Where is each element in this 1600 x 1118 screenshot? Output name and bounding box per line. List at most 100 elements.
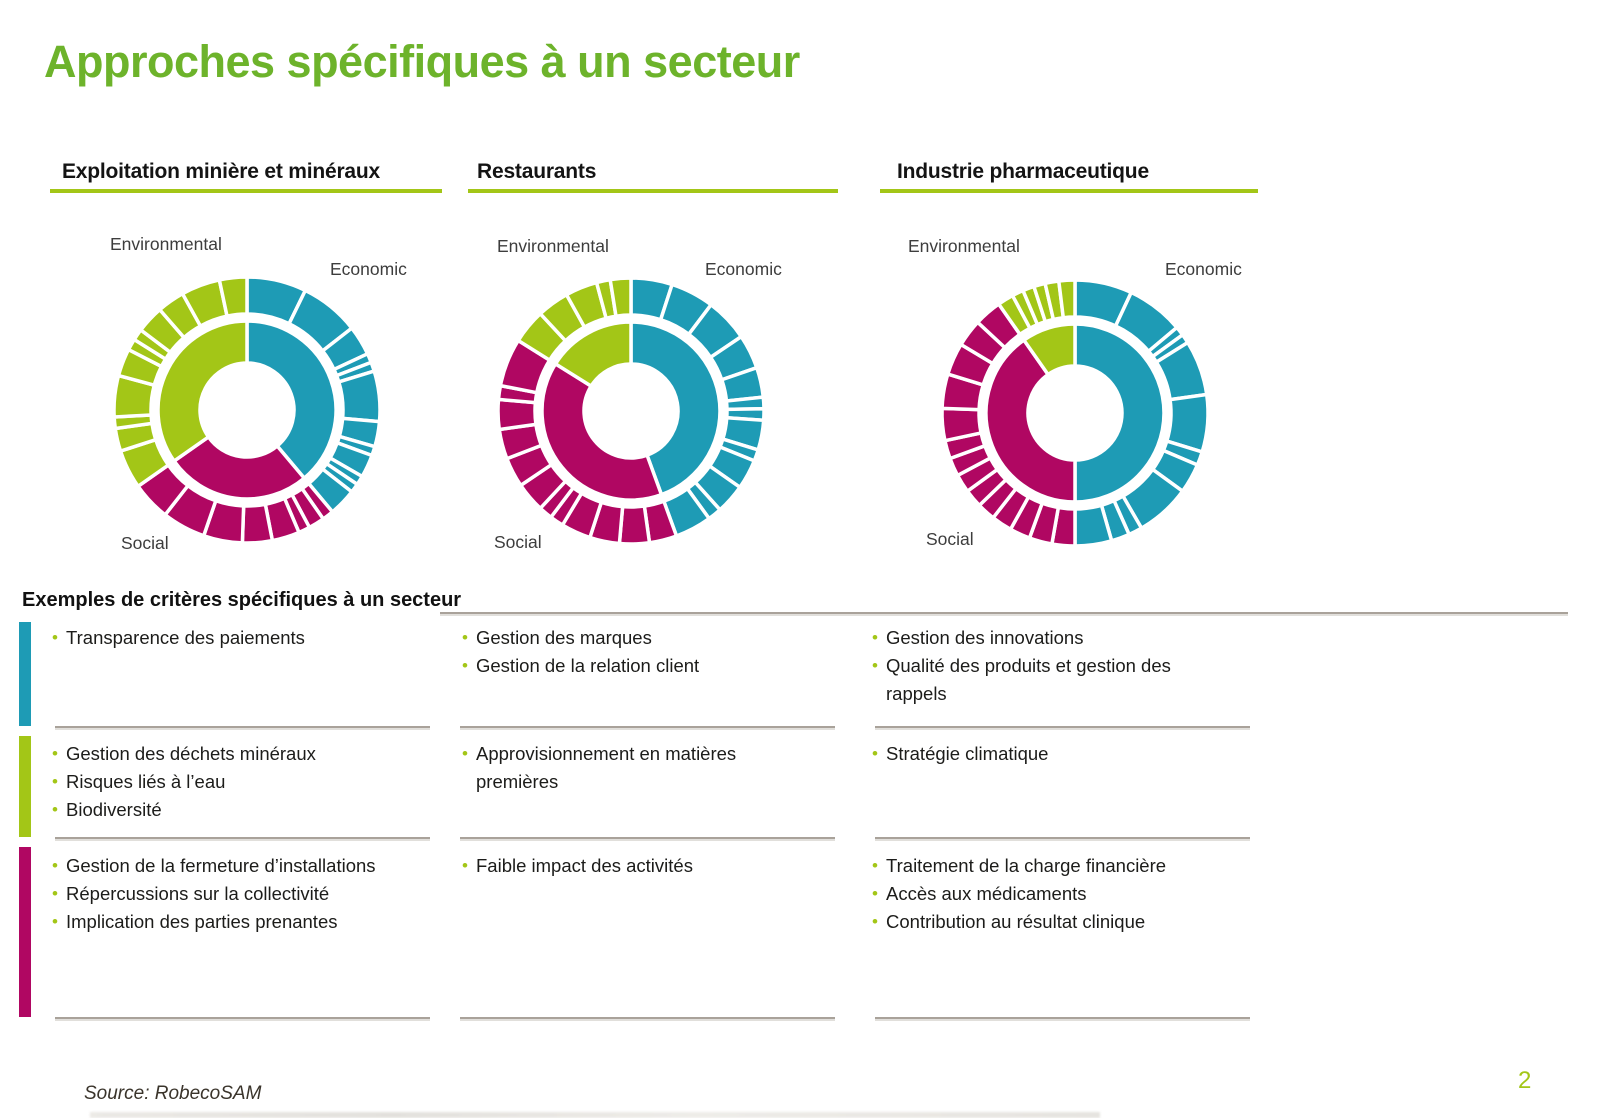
bullet-icon: • <box>52 856 58 875</box>
criteria-text: Gestion des innovations <box>886 627 1084 648</box>
criteria-heading: Exemples de critères spécifiques à un se… <box>22 589 462 611</box>
bullet-icon: • <box>872 744 878 763</box>
sunburst-inner-economic <box>245 319 338 480</box>
label-social: Social <box>926 529 974 549</box>
sector-header-restaurants: Restaurants <box>477 160 597 183</box>
sunburst-outer-social <box>240 502 275 545</box>
sunburst-inner-social <box>172 435 306 501</box>
sunburst-outer-environmental <box>1057 278 1077 320</box>
criteria-item: • Gestion de la fermeture d’installations <box>52 852 452 880</box>
environmental-color-bar <box>19 736 31 837</box>
criteria-item: • Gestion des innovations <box>872 624 1212 652</box>
criteria-item: • Transparence des paiements <box>52 624 432 652</box>
criteria-item: • Risques liés à l’eau <box>52 768 432 796</box>
separator-line <box>875 726 1250 728</box>
criteria-text: Gestion des marques <box>476 627 652 648</box>
source-note: Source: RobecoSAM <box>84 1083 262 1104</box>
separator-line <box>440 612 1568 614</box>
bottom-edge-artifact <box>90 1112 1100 1118</box>
criteria-item: • Contribution au résultat clinique <box>872 908 1272 936</box>
criteria-text: Traitement de la charge financière <box>886 855 1167 876</box>
sector-header-pharma: Industrie pharmaceutique <box>897 160 1149 183</box>
separator-line <box>460 837 835 839</box>
sunburst-outer-environmental <box>217 275 249 318</box>
criteria-text: Contribution au résultat clinique <box>886 911 1146 932</box>
bullet-icon: • <box>52 772 58 791</box>
label-environmental: Environmental <box>110 234 222 254</box>
criteria-cell: • Approvisionnement en matières premières <box>462 740 782 796</box>
criteria-text: Approvisionnement en matières premières <box>476 743 737 792</box>
criteria-item: • Gestion des déchets minéraux <box>52 740 432 768</box>
economic-color-bar <box>19 622 31 726</box>
separator-line <box>55 837 430 839</box>
sunburst-outer-social <box>940 406 983 443</box>
bullet-icon: • <box>872 912 878 931</box>
criteria-text: Transparence des paiements <box>66 627 305 648</box>
label-environmental: Environmental <box>497 236 609 256</box>
bullet-icon: • <box>52 800 58 819</box>
criteria-text: Risques liés à l’eau <box>66 771 226 792</box>
separator-line <box>460 1017 835 1019</box>
label-social: Social <box>121 533 169 553</box>
label-social: Social <box>494 532 542 552</box>
criteria-text: Gestion des déchets minéraux <box>66 743 316 764</box>
criteria-item: • Stratégie climatique <box>872 740 1252 768</box>
sunburst-inner-economic <box>629 320 722 497</box>
separator-line <box>55 726 430 728</box>
bullet-icon: • <box>872 628 878 647</box>
criteria-text: Gestion de la fermeture d’installations <box>66 855 376 876</box>
criteria-cell: • Traitement de la charge financière • Accè… <box>872 852 1272 936</box>
criteria-item: • Gestion des marques <box>462 624 842 652</box>
bullet-icon: • <box>462 656 468 675</box>
criteria-item: • Approvisionnement en matières premières <box>462 740 782 796</box>
bullet-icon: • <box>462 628 468 647</box>
sunburst-inner-social <box>540 362 664 502</box>
sunburst-chart-restaurants <box>496 276 766 546</box>
page-title: Approches spécifiques à un secteur <box>44 36 800 88</box>
label-economic: Economic <box>330 259 407 279</box>
bullet-icon: • <box>872 656 878 675</box>
criteria-text: Faible impact des activités <box>476 855 693 876</box>
header-underline <box>880 189 1258 193</box>
criteria-text: Répercussions sur la collectivité <box>66 883 330 904</box>
criteria-cell: • Transparence des paiements <box>52 624 432 652</box>
criteria-item: • Traitement de la charge financière <box>872 852 1272 880</box>
sunburst-outer-economic <box>337 369 382 424</box>
sector-header-mining: Exploitation minière et minéraux <box>62 160 381 183</box>
bullet-icon: • <box>462 744 468 763</box>
criteria-item: • Biodiversité <box>52 796 432 824</box>
bullet-icon: • <box>872 856 878 875</box>
criteria-cell: • Gestion des marques • Gestion de la relat… <box>462 624 842 680</box>
sunburst-inner-environmental <box>553 320 633 388</box>
sunburst-chart-pharma <box>940 278 1210 548</box>
sunburst-outer-environmental <box>608 276 633 318</box>
separator-line <box>875 1017 1250 1019</box>
sunburst-chart-mining <box>112 275 382 545</box>
criteria-item: • Qualité des produits et gestion des rap… <box>872 652 1212 708</box>
header-underline <box>468 189 838 193</box>
label-economic: Economic <box>1165 259 1242 279</box>
label-economic: Economic <box>705 259 782 279</box>
bullet-icon: • <box>872 884 878 903</box>
sunburst-inner-environmental <box>156 319 249 463</box>
separator-line <box>875 837 1250 839</box>
page-number: 2 <box>1518 1067 1532 1094</box>
separator-line <box>55 1017 430 1019</box>
criteria-item: • Gestion de la relation client <box>462 652 842 680</box>
criteria-text: Gestion de la relation client <box>476 655 700 676</box>
bullet-icon: • <box>52 884 58 903</box>
header-underline <box>50 189 442 193</box>
criteria-item: • Implication des parties prenantes <box>52 908 452 936</box>
criteria-item: • Répercussions sur la collectivité <box>52 880 452 908</box>
sunburst-inner-economic <box>1073 322 1166 504</box>
social-color-bar <box>19 847 31 1017</box>
sunburst-inner-social <box>984 338 1077 504</box>
criteria-text: Accès aux médicaments <box>886 883 1087 904</box>
criteria-text: Implication des parties prenantes <box>66 911 338 932</box>
criteria-cell: • Gestion de la fermeture d’installations… <box>52 852 452 936</box>
criteria-cell: • Gestion des déchets minéraux • Risques li… <box>52 740 432 824</box>
criteria-text: Biodiversité <box>66 799 162 820</box>
bullet-icon: • <box>52 628 58 647</box>
bullet-icon: • <box>52 744 58 763</box>
